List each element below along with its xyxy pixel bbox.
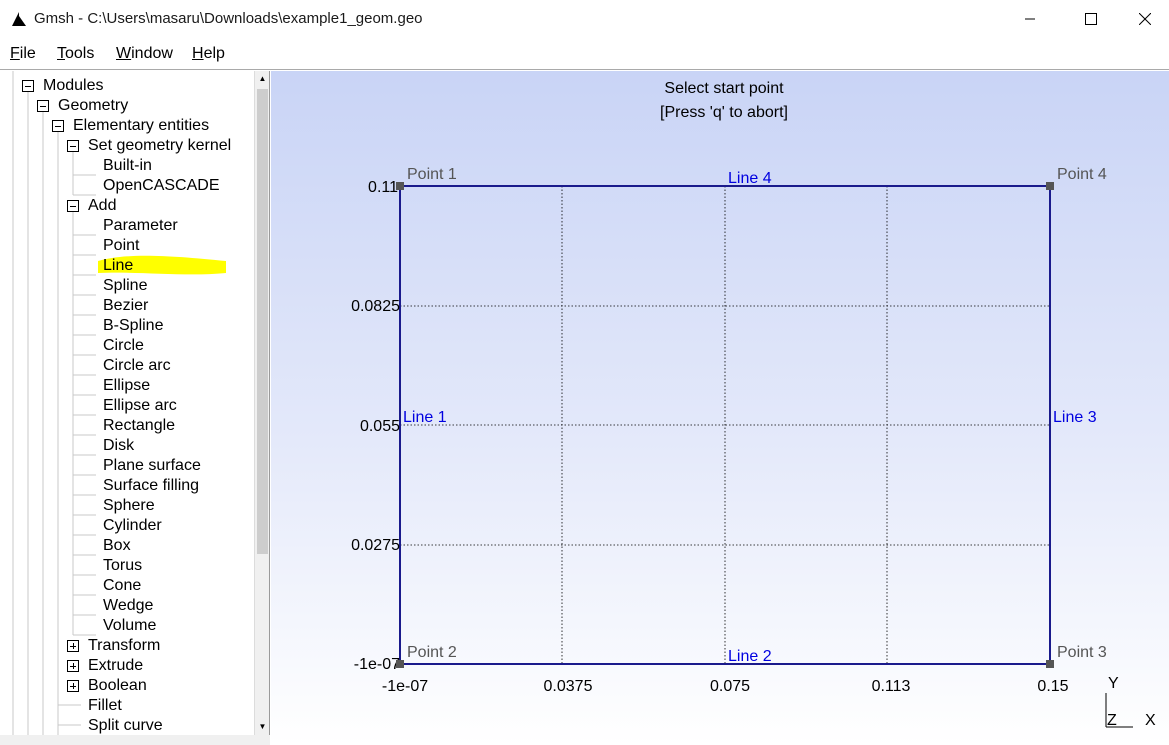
tree-item-boolean[interactable]: Boolean — [88, 677, 147, 694]
point-4-marker[interactable] — [1046, 182, 1054, 190]
close-button[interactable] — [1122, 0, 1168, 38]
tree-item-extrude[interactable]: Extrude — [88, 657, 144, 674]
tree-item-elementary-entities[interactable]: Elementary entities — [73, 117, 210, 134]
tree-item-parameter[interactable]: Parameter — [103, 217, 178, 234]
tree-item-sphere[interactable]: Sphere — [103, 497, 155, 514]
tree-item-volume[interactable]: Volume — [103, 617, 157, 634]
y-tick-label: 0.0275 — [351, 537, 400, 554]
tree-item-opencascade[interactable]: OpenCASCADE — [103, 177, 220, 194]
tree-item-box[interactable]: Box — [103, 537, 131, 554]
tree-item-point[interactable]: Point — [103, 237, 140, 254]
collapse-modules-icon[interactable] — [22, 80, 34, 92]
axes-triad: Y Z X — [1105, 675, 1156, 729]
status-hint: [Press 'q' to abort] — [660, 104, 788, 121]
menu-tools[interactable]: Tools — [57, 45, 95, 62]
title-bar: Gmsh - C:\Users\masaru\Downloads\example… — [0, 0, 1169, 38]
tree-item-cylinder[interactable]: Cylinder — [103, 517, 162, 534]
tree-item-surface-filling[interactable]: Surface filling — [103, 477, 200, 494]
point-2-label: Point 2 — [407, 644, 457, 661]
y-tick-label: 0.11 — [368, 179, 398, 196]
tree-item-rectangle[interactable]: Rectangle — [103, 417, 176, 434]
line-3-label: Line 3 — [1053, 409, 1097, 426]
tree-item-bezier[interactable]: Bezier — [103, 297, 149, 314]
line-4-label: Line 4 — [728, 170, 772, 187]
tree-horizontal-scrollbar[interactable] — [0, 735, 270, 745]
graphics-window[interactable]: Select start point [Press 'q' to abort] … — [271, 71, 1169, 745]
point-3-marker[interactable] — [1046, 660, 1054, 668]
x-tick-label: 0.15 — [1037, 678, 1068, 695]
y-tick-label: 0.0825 — [351, 298, 400, 315]
minimize-icon — [1025, 18, 1035, 20]
tree-item-line[interactable]: Line — [103, 257, 134, 274]
x-tick-label: 0.113 — [872, 678, 911, 695]
tree-item-ellipse[interactable]: Ellipse — [103, 377, 151, 394]
x-tick-label: -1e-07 — [382, 678, 428, 695]
geometry-plot[interactable]: 0.11 0.0825 0.055 0.0275 -1e-07 -1e-07 0… — [271, 71, 1169, 745]
expand-extrude-icon[interactable] — [67, 660, 79, 672]
tree-item-split-curve[interactable]: Split curve — [88, 717, 163, 734]
plot-grid — [400, 186, 1050, 664]
tree-scrollbar[interactable]: ▲ ▼ — [254, 71, 269, 735]
status-message: Select start point — [664, 80, 784, 97]
tree-item-circle-arc[interactable]: Circle arc — [103, 357, 171, 374]
tree-item-torus[interactable]: Torus — [103, 557, 143, 574]
scroll-thumb[interactable] — [257, 89, 268, 554]
axis-x-label: X — [1145, 712, 1156, 729]
maximize-button[interactable] — [1068, 0, 1114, 38]
menu-window[interactable]: Window — [116, 45, 173, 62]
point-3-label: Point 3 — [1057, 644, 1107, 661]
axis-y-label: Y — [1108, 675, 1119, 692]
highlight-marker — [98, 255, 226, 275]
y-tick-label: 0.055 — [360, 418, 400, 435]
tree-item-wedge[interactable]: Wedge — [103, 597, 154, 614]
tree-item-b-spline[interactable]: B-Spline — [103, 317, 164, 334]
tree-item-set-geometry-kernel[interactable]: Set geometry kernel — [88, 137, 232, 154]
tree-item-built-in[interactable]: Built-in — [103, 157, 152, 174]
tree-item-circle[interactable]: Circle — [103, 337, 144, 354]
module-tree: Modules Geometry Elementary entities Set… — [0, 71, 270, 745]
minimize-button[interactable] — [1007, 0, 1053, 38]
line-2-label: Line 2 — [728, 648, 772, 665]
tree-item-fillet[interactable]: Fillet — [88, 697, 122, 714]
collapse-kernel-icon[interactable] — [67, 140, 79, 152]
menu-bar: File Tools Window Help — [0, 38, 1169, 70]
tree-item-cone[interactable]: Cone — [103, 577, 142, 594]
x-tick-label: 0.075 — [710, 678, 750, 695]
collapse-elementary-icon[interactable] — [52, 120, 64, 132]
y-tick-label: -1e-07 — [354, 656, 400, 673]
point-1-label: Point 1 — [407, 166, 457, 183]
gmsh-logo-icon — [10, 10, 28, 28]
close-icon — [1139, 13, 1151, 25]
window-title: Gmsh - C:\Users\masaru\Downloads\example… — [34, 10, 423, 27]
point-1-marker[interactable] — [396, 182, 404, 190]
expand-boolean-icon[interactable] — [67, 680, 79, 692]
point-4-label: Point 4 — [1057, 166, 1107, 183]
collapse-add-icon[interactable] — [67, 200, 79, 212]
tree-item-disk[interactable]: Disk — [103, 437, 135, 454]
axis-z-label: Z — [1107, 712, 1117, 729]
tree-item-modules[interactable]: Modules — [43, 77, 104, 94]
tree-item-geometry[interactable]: Geometry — [58, 97, 129, 114]
menu-file[interactable]: File — [10, 45, 36, 62]
tree-connector-lines — [12, 71, 96, 745]
scroll-down-arrow-icon[interactable]: ▼ — [258, 722, 267, 731]
line-1-label: Line 1 — [403, 409, 447, 426]
menu-help[interactable]: Help — [192, 45, 225, 62]
point-2-marker[interactable] — [396, 660, 404, 668]
maximize-icon — [1085, 13, 1097, 25]
tree-item-plane-surface[interactable]: Plane surface — [103, 457, 201, 474]
tree-item-add[interactable]: Add — [88, 197, 117, 214]
x-tick-label: 0.0375 — [544, 678, 593, 695]
collapse-geometry-icon[interactable] — [37, 100, 49, 112]
tree-item-ellipse-arc[interactable]: Ellipse arc — [103, 397, 177, 414]
expand-transform-icon[interactable] — [67, 640, 79, 652]
tree-item-transform[interactable]: Transform — [88, 637, 161, 654]
tree-item-spline[interactable]: Spline — [103, 277, 148, 294]
scroll-up-arrow-icon[interactable]: ▲ — [258, 74, 267, 83]
